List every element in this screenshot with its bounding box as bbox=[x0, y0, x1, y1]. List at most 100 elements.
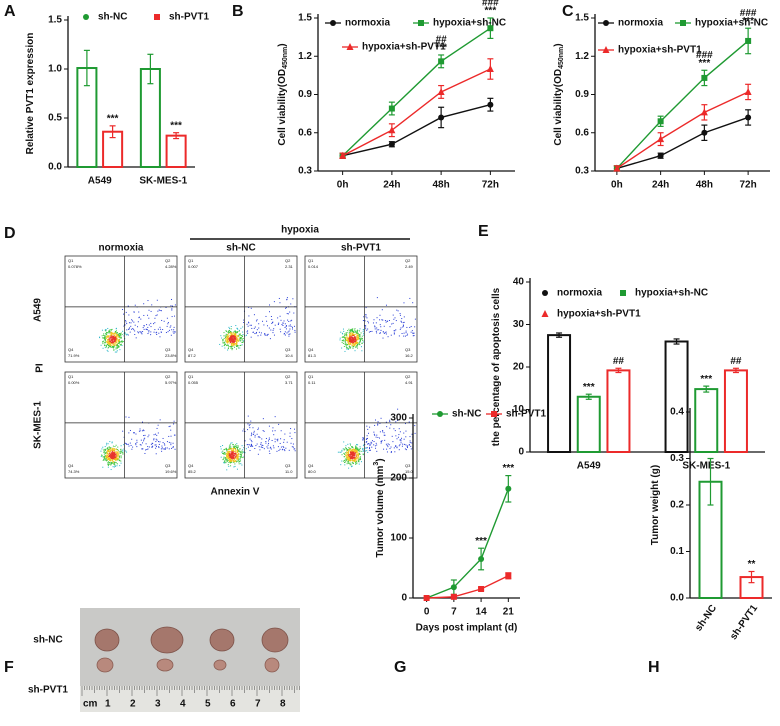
quadrant-name: Q1 bbox=[68, 258, 74, 263]
event-dot bbox=[240, 458, 241, 459]
event-dot bbox=[268, 445, 269, 446]
event-dot bbox=[224, 460, 225, 461]
event-dot bbox=[159, 327, 160, 328]
event-dot bbox=[350, 346, 351, 347]
event-dot bbox=[403, 433, 404, 434]
event-dot bbox=[289, 329, 290, 330]
event-dot bbox=[220, 446, 221, 447]
event-dot bbox=[226, 456, 227, 457]
marker bbox=[388, 126, 395, 133]
event-dot bbox=[113, 446, 114, 447]
event-dot bbox=[238, 454, 239, 455]
y-tick-label: 0 bbox=[401, 593, 407, 604]
event-dot bbox=[109, 452, 110, 453]
event-dot bbox=[236, 443, 237, 444]
event-dot bbox=[377, 437, 378, 438]
event-dot bbox=[341, 461, 342, 462]
event-dot bbox=[352, 344, 353, 345]
event-dot bbox=[226, 340, 227, 341]
event-dot bbox=[376, 322, 377, 323]
event-dot bbox=[246, 335, 247, 336]
event-dot bbox=[148, 330, 149, 331]
event-dot bbox=[143, 430, 144, 431]
quadrant-name: Q4 bbox=[188, 347, 194, 352]
event-dot bbox=[242, 340, 243, 341]
event-dot bbox=[384, 432, 385, 433]
event-dot bbox=[253, 432, 254, 433]
event-dot bbox=[105, 450, 106, 451]
event-dot bbox=[164, 443, 165, 444]
bar bbox=[607, 370, 629, 452]
y-tick-label: 1.5 bbox=[298, 13, 312, 24]
event-dot bbox=[411, 442, 412, 443]
event-dot bbox=[295, 332, 296, 333]
event-dot bbox=[360, 456, 361, 457]
event-dot bbox=[232, 452, 233, 453]
event-dot bbox=[156, 334, 157, 335]
event-dot bbox=[119, 349, 120, 350]
event-dot bbox=[230, 462, 231, 463]
event-dot bbox=[363, 445, 364, 446]
event-dot bbox=[118, 455, 119, 456]
event-dot bbox=[289, 333, 290, 334]
event-dot bbox=[226, 457, 227, 458]
event-dot bbox=[384, 440, 385, 441]
event-dot bbox=[238, 446, 239, 447]
event-dot bbox=[271, 319, 272, 320]
event-dot bbox=[229, 452, 230, 453]
event-dot bbox=[234, 447, 235, 448]
event-dot bbox=[144, 453, 145, 454]
legend-label: sh-PVT1 bbox=[506, 409, 546, 420]
event-dot bbox=[227, 337, 228, 338]
event-dot bbox=[162, 447, 163, 448]
event-dot bbox=[291, 326, 292, 327]
event-dot bbox=[120, 449, 121, 450]
event-dot bbox=[231, 448, 232, 449]
event-dot bbox=[115, 341, 116, 342]
event-dot bbox=[355, 341, 356, 342]
quadrant-name: Q2 bbox=[405, 258, 411, 263]
event-dot bbox=[221, 338, 222, 339]
event-dot bbox=[358, 459, 359, 460]
event-dot bbox=[138, 321, 139, 322]
event-dot bbox=[251, 441, 252, 442]
column-title: sh-PVT1 bbox=[341, 243, 381, 254]
event-dot bbox=[252, 427, 253, 428]
event-dot bbox=[107, 455, 108, 456]
event-dot bbox=[357, 332, 358, 333]
event-dot bbox=[353, 342, 354, 343]
event-dot bbox=[135, 325, 136, 326]
event-dot bbox=[253, 434, 254, 435]
x-tick-label: A549 bbox=[88, 176, 112, 187]
event-dot bbox=[343, 461, 344, 462]
event-dot bbox=[108, 341, 109, 342]
event-dot bbox=[402, 333, 403, 334]
event-dot bbox=[352, 462, 353, 463]
event-dot bbox=[288, 321, 289, 322]
event-dot bbox=[355, 344, 356, 345]
event-dot bbox=[373, 432, 374, 433]
event-dot bbox=[374, 425, 375, 426]
event-dot bbox=[370, 444, 371, 445]
event-dot bbox=[264, 333, 265, 334]
event-dot bbox=[275, 441, 276, 442]
event-dot bbox=[378, 329, 379, 330]
event-dot bbox=[348, 349, 349, 350]
event-dot bbox=[356, 451, 357, 452]
event-dot bbox=[224, 343, 225, 344]
bar bbox=[578, 397, 600, 452]
event-dot bbox=[262, 447, 263, 448]
y-tick-label: 30 bbox=[513, 319, 525, 330]
event-dot bbox=[254, 314, 255, 315]
event-dot bbox=[394, 334, 395, 335]
event-dot bbox=[278, 323, 279, 324]
event-dot bbox=[239, 334, 240, 335]
event-dot bbox=[289, 312, 290, 313]
event-dot bbox=[250, 446, 251, 447]
event-dot bbox=[140, 331, 141, 332]
event-dot bbox=[257, 329, 258, 330]
event-dot bbox=[102, 467, 103, 468]
quadrant-name: Q4 bbox=[188, 463, 194, 468]
event-dot bbox=[117, 348, 118, 349]
event-dot bbox=[369, 332, 370, 333]
